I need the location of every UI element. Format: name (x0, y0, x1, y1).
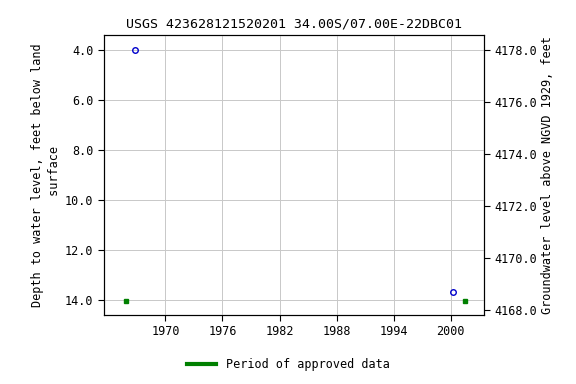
Y-axis label: Depth to water level, feet below land
 surface: Depth to water level, feet below land su… (31, 43, 60, 306)
Title: USGS 423628121520201 34.00S/07.00E-22DBC01: USGS 423628121520201 34.00S/07.00E-22DBC… (126, 18, 462, 31)
Legend: Period of approved data: Period of approved data (182, 354, 394, 376)
Y-axis label: Groundwater level above NGVD 1929, feet: Groundwater level above NGVD 1929, feet (541, 36, 554, 314)
